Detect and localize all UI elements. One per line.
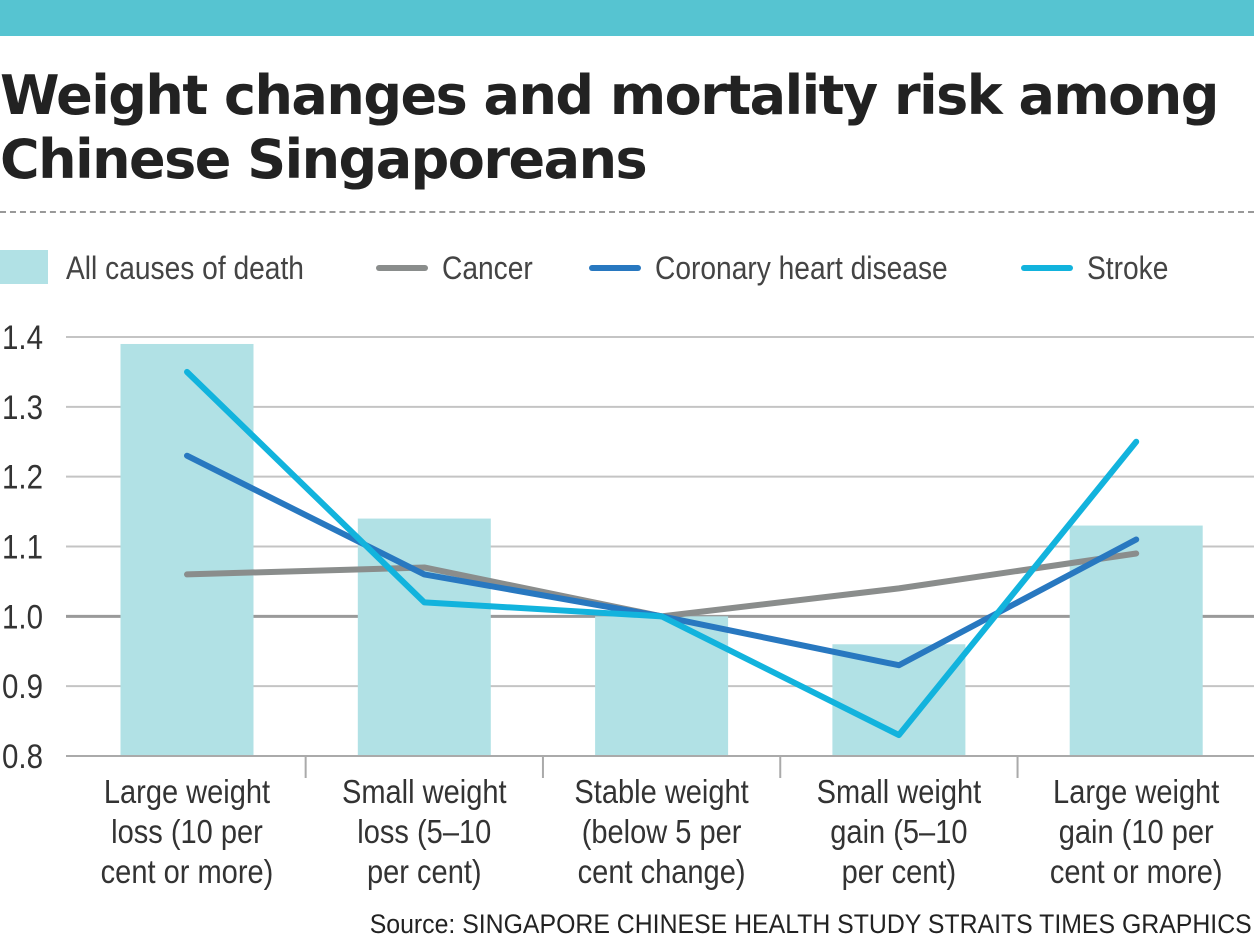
x-category-label: per cent) (367, 853, 482, 890)
series-line-cancer (184, 550, 1140, 620)
chart-title: Weight changes and mortality risk among … (0, 64, 1219, 191)
x-category-label: Stable weight (574, 773, 749, 810)
x-category-label: gain (10 per (1059, 813, 1214, 850)
legend-swatch-cancer (376, 265, 428, 271)
legend-swatch-coronary-heart-disease (589, 265, 641, 271)
legend-label-all-causes: All causes of death (66, 250, 304, 286)
x-category-label: cent or more) (101, 853, 274, 890)
chart-legend: All causes of death Cancer Coronary hear… (0, 246, 1254, 290)
x-category-label: (below 5 per (582, 813, 742, 850)
x-category-label: loss (10 per (111, 813, 263, 850)
x-category-label: Large weight (104, 773, 271, 810)
y-tick-label: 1.3 (2, 389, 43, 427)
x-category-label: Large weight (1053, 773, 1220, 810)
y-tick-label: 1.1 (2, 529, 43, 567)
x-category-label: per cent) (842, 853, 957, 890)
y-tick-label: 0.9 (2, 668, 43, 706)
x-category-label: cent or more) (1050, 853, 1223, 890)
legend-label-stroke: Stroke (1087, 250, 1169, 286)
legend-swatch-all-causes (0, 250, 48, 284)
source-credit: Source: SINGAPORE CHINESE HEALTH STUDY S… (369, 909, 1252, 939)
x-category-label: cent change) (578, 853, 746, 890)
legend-label-cancer: Cancer (442, 250, 533, 286)
bar-all-causes (832, 644, 966, 756)
y-tick-label: 1.4 (2, 319, 43, 357)
series-line-stroke (184, 368, 1140, 739)
y-tick-label: 1.2 (2, 459, 43, 497)
top-accent-bar (0, 0, 1254, 36)
bar-all-causes (120, 343, 254, 756)
y-tick-label: 0.8 (2, 738, 43, 776)
x-category-label: gain (5–10 (830, 813, 967, 850)
x-category-label: Small weight (817, 773, 982, 810)
legend-label-coronary-heart-disease: Coronary heart disease (655, 250, 948, 286)
x-category-label: loss (5–10 (357, 813, 491, 850)
y-tick-label: 1.0 (2, 598, 43, 636)
legend-swatch-stroke (1021, 265, 1073, 271)
title-divider (0, 211, 1254, 213)
x-category-label: Small weight (342, 773, 507, 810)
